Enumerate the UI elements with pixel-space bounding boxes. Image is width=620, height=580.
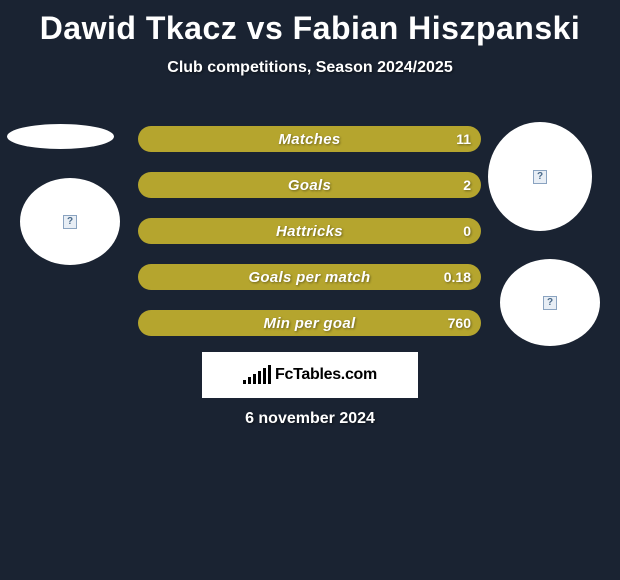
placeholder-icon — [543, 296, 557, 310]
stat-bar-label: Goals per match — [248, 269, 370, 286]
stat-bar-label: Hattricks — [276, 223, 343, 240]
page-subtitle: Club competitions, Season 2024/2025 — [0, 59, 620, 77]
fctables-logo: FcTables.com — [202, 352, 418, 398]
stat-bar-right-value: 760 — [448, 315, 471, 331]
placeholder-icon — [63, 215, 77, 229]
stat-bar-right-value: 11 — [456, 131, 471, 147]
avatar-top-right — [488, 122, 592, 231]
stat-bar: Min per goal 760 — [138, 310, 481, 336]
stat-bars-container: Matches 11 Goals 2 Hattricks 0 Goals per match… — [138, 126, 481, 356]
stat-bar-right-value: 2 — [463, 177, 471, 193]
page-title: Dawid Tkacz vs Fabian Hiszpanski — [0, 0, 620, 47]
stat-bar: Hattricks 0 — [138, 218, 481, 244]
logo-bars-icon — [243, 366, 271, 384]
stat-bar-right-value: 0 — [463, 223, 471, 239]
stat-bar: Matches 11 — [138, 126, 481, 152]
stat-bar: Goals 2 — [138, 172, 481, 198]
logo-text: FcTables.com — [275, 366, 377, 384]
ellipse-top-left — [7, 124, 114, 149]
stat-bar-right-value: 0.18 — [444, 269, 471, 285]
stat-bar-label: Goals — [288, 177, 331, 194]
avatar-bottom-right — [500, 259, 600, 346]
footer-date: 6 november 2024 — [0, 410, 620, 428]
avatar-left — [20, 178, 120, 265]
stat-bar: Goals per match 0.18 — [138, 264, 481, 290]
stat-bar-label: Matches — [278, 131, 340, 148]
stat-bar-label: Min per goal — [264, 315, 356, 332]
placeholder-icon — [533, 170, 547, 184]
